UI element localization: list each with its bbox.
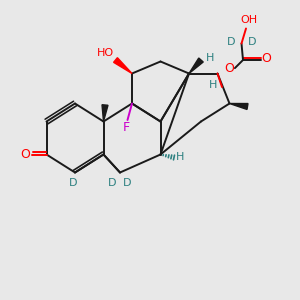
Text: D: D bbox=[69, 178, 78, 188]
Text: OH: OH bbox=[240, 15, 258, 25]
Polygon shape bbox=[114, 58, 132, 74]
Text: HO: HO bbox=[96, 47, 114, 58]
Polygon shape bbox=[102, 105, 108, 122]
Text: H: H bbox=[209, 80, 217, 90]
Text: O: O bbox=[261, 52, 271, 65]
Polygon shape bbox=[189, 58, 203, 74]
Text: O: O bbox=[21, 148, 30, 161]
Text: D: D bbox=[248, 37, 256, 47]
Text: F: F bbox=[123, 121, 130, 134]
Text: D: D bbox=[123, 178, 132, 188]
Text: H: H bbox=[206, 53, 214, 64]
Text: H: H bbox=[176, 152, 184, 162]
Text: O: O bbox=[225, 61, 234, 75]
Text: D: D bbox=[108, 178, 117, 188]
Polygon shape bbox=[230, 103, 248, 109]
Text: D: D bbox=[227, 37, 235, 47]
